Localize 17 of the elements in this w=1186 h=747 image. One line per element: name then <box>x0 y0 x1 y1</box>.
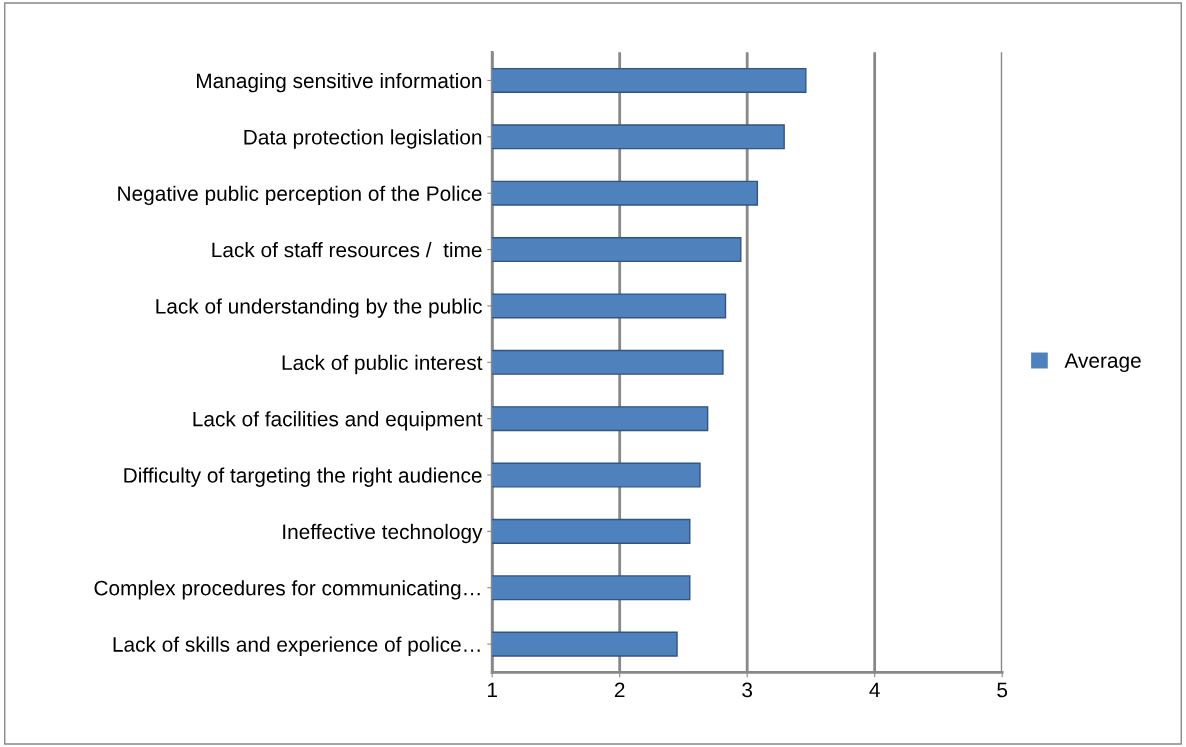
y-tick-label: Lack of skills and experience of police… <box>113 636 480 656</box>
y-tick-label: Negative public perception of the Police <box>118 185 482 206</box>
y-tick-label: Ineffective technology <box>283 523 483 544</box>
x-tick-label: 2 <box>614 682 625 698</box>
y-tick-label: Complex procedures for communicating… <box>94 580 480 600</box>
x-tick-label: 5 <box>997 682 1008 698</box>
y-tick-label: Managing sensitive information <box>197 72 482 93</box>
y-tick-label: Data protection legislation <box>244 129 482 149</box>
y-tick-label: Lack of staff resources / time <box>212 242 482 258</box>
x-tick-label: 1 <box>487 682 497 698</box>
y-tick-label: Lack of public interest <box>282 354 483 375</box>
x-tick-label: 4 <box>869 682 880 698</box>
x-tick-label: 3 <box>742 682 753 698</box>
y-tick-label: Difficulty of targeting the right audience <box>124 467 482 487</box>
y-tick-label: Lack of facilities and equipment <box>193 411 483 431</box>
y-tick-label: Lack of understanding by the public <box>156 298 482 318</box>
legend-label: Average <box>1064 353 1141 373</box>
